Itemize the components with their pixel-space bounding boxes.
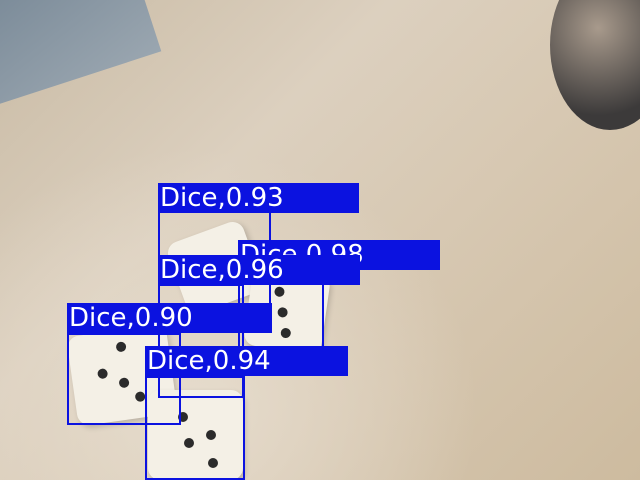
laptop-corner — [0, 0, 162, 104]
detection-box — [67, 333, 181, 425]
pip — [206, 430, 216, 440]
dark-object — [550, 0, 640, 130]
pip — [208, 458, 218, 468]
detection-label: Dice,0.96 — [158, 255, 360, 285]
pip — [184, 438, 194, 448]
die-front — [148, 390, 243, 480]
detection-label: Dice,0.94 — [145, 346, 348, 376]
detection-box — [158, 284, 244, 398]
detection-box — [145, 376, 245, 480]
detection-label: Dice,0.90 — [67, 303, 272, 333]
pip — [178, 412, 188, 422]
detection-label: Dice,0.93 — [158, 183, 359, 213]
